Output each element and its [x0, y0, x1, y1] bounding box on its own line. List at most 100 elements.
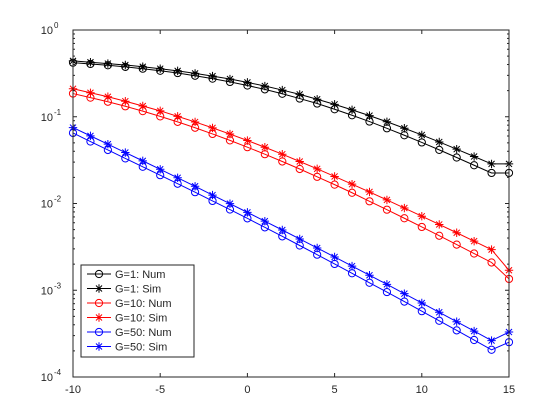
data-point	[86, 58, 95, 67]
y-tick-label-base: 10	[41, 285, 53, 297]
data-point	[487, 159, 496, 169]
data-point	[190, 69, 200, 78]
y-tick-label-base: 10	[41, 199, 53, 211]
data-point	[173, 112, 182, 121]
data-point	[417, 307, 426, 316]
data-point	[156, 106, 165, 116]
data-point	[382, 117, 392, 126]
data-point	[382, 195, 392, 205]
y-tick-label-exponent: -1	[54, 108, 62, 117]
legend-marker	[94, 342, 104, 351]
x-tick-label: 15	[503, 384, 515, 396]
data-point	[330, 180, 339, 189]
legend-label: G=10: Num	[115, 298, 172, 310]
data-point	[243, 78, 252, 87]
data-point	[452, 228, 461, 237]
legend-label: G=50: Num	[115, 327, 172, 339]
series-line	[72, 127, 510, 342]
y-tick-label-exponent: -4	[54, 368, 62, 377]
y-tick-label-exponent: -2	[54, 195, 62, 204]
data-point	[452, 240, 461, 249]
legend-item: G=10: Num	[87, 298, 172, 310]
data-point	[260, 81, 270, 91]
data-point	[400, 214, 409, 223]
data-point	[138, 156, 147, 166]
y-tick-label: 10	[41, 112, 53, 124]
data-point	[400, 203, 409, 213]
data-point	[470, 335, 479, 345]
legend-marker	[94, 298, 104, 308]
data-point	[400, 289, 409, 298]
legend-label: G=1: Sim	[115, 284, 161, 296]
data-point	[121, 97, 130, 106]
data-point	[260, 216, 270, 226]
data-point	[138, 101, 147, 111]
data-point	[295, 234, 304, 244]
data-point	[469, 236, 479, 246]
data-point	[190, 117, 200, 127]
data-point	[470, 249, 479, 258]
data-point	[138, 62, 147, 71]
x-tick-label: 0	[244, 384, 250, 396]
data-point	[417, 298, 426, 308]
legend-marker	[94, 284, 104, 293]
data-point	[435, 220, 444, 229]
data-point	[365, 271, 374, 280]
data-point	[452, 317, 461, 326]
data-point	[452, 144, 461, 154]
data-point	[435, 145, 444, 154]
data-point	[417, 130, 426, 140]
data-point	[156, 64, 165, 73]
y-tick-label: 10	[41, 25, 53, 37]
data-point	[347, 261, 357, 271]
y-tick-label: 10	[41, 285, 53, 297]
data-point	[173, 173, 182, 182]
data-point	[295, 90, 304, 99]
data-point	[469, 152, 479, 161]
legend-item: G=1: Sim	[87, 284, 161, 296]
data-point	[278, 150, 287, 159]
data-point	[347, 179, 357, 189]
data-point	[487, 258, 496, 267]
x-tick-label: -5	[155, 384, 165, 396]
data-point	[365, 111, 374, 120]
data-point	[313, 172, 322, 181]
legend-label: G=10: Sim	[115, 313, 167, 325]
data-point	[365, 187, 374, 197]
y-tick-label: 10	[41, 372, 53, 384]
data-point	[121, 148, 130, 157]
data-point	[243, 208, 252, 217]
data-point	[435, 137, 444, 147]
x-tick-label: 10	[416, 384, 428, 396]
data-point	[86, 131, 95, 141]
data-point	[365, 197, 374, 206]
data-point	[487, 336, 496, 345]
y-tick-label-exponent: -3	[54, 281, 62, 290]
series-line	[72, 88, 510, 271]
y-tick-label-exponent: 0	[54, 21, 59, 30]
y-tick-label-base: 10	[41, 25, 53, 37]
data-point	[452, 326, 461, 335]
data-point	[156, 165, 165, 174]
data-point	[417, 222, 426, 232]
data-point	[103, 139, 113, 149]
data-point	[435, 231, 444, 240]
data-point	[208, 71, 217, 81]
data-point	[312, 164, 322, 174]
y-tick-label-base: 10	[41, 112, 53, 124]
legend-box	[80, 264, 195, 358]
data-point	[330, 100, 339, 109]
plot-area	[68, 56, 514, 354]
legend-item: G=10: Sim	[87, 313, 167, 325]
data-point	[487, 245, 496, 254]
data-point	[312, 95, 322, 104]
y-tick-label-base: 10	[41, 372, 53, 384]
data-point	[347, 105, 357, 115]
series-3	[68, 84, 514, 275]
data-point	[121, 60, 130, 70]
data-point	[278, 85, 287, 95]
data-point	[470, 161, 479, 170]
data-point	[382, 205, 392, 214]
x-tick-label: -10	[65, 384, 81, 396]
